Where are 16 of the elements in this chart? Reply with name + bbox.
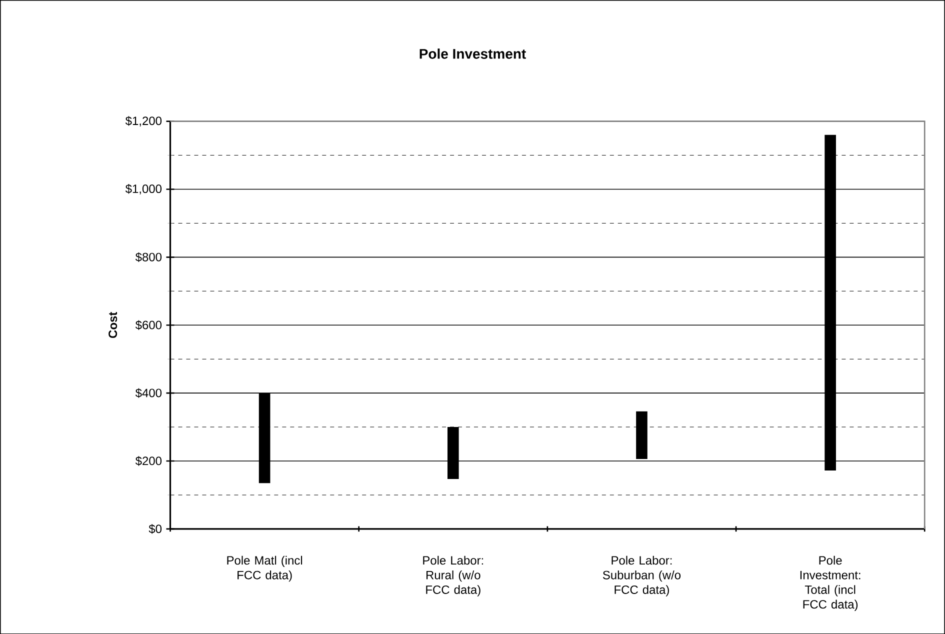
chart-title: Pole Investment: [420, 48, 526, 59]
x-tick-label: Pole Labor: Suburban (w/o FCC data): [602, 556, 681, 596]
bar: [258, 392, 270, 483]
y-axis-title: Cost: [108, 312, 118, 338]
y-tick-label: $1,000: [125, 184, 162, 194]
y-tick-label: $200: [135, 456, 162, 466]
y-tick-label: $800: [135, 252, 162, 262]
y-tick-label: $0: [148, 524, 162, 534]
bar: [447, 426, 459, 479]
x-tick-label: Pole Investment: Total (incl FCC data): [800, 556, 860, 611]
y-tick-label: $400: [135, 388, 162, 398]
y-tick-label: $600: [135, 320, 162, 330]
bar: [636, 411, 648, 459]
y-tick-label: $1,200: [125, 116, 162, 126]
x-tick-label: Pole Labor: Rural (w/o FCC data): [423, 556, 484, 596]
x-tick-label: Pole Matl (incl FCC data): [227, 556, 302, 582]
